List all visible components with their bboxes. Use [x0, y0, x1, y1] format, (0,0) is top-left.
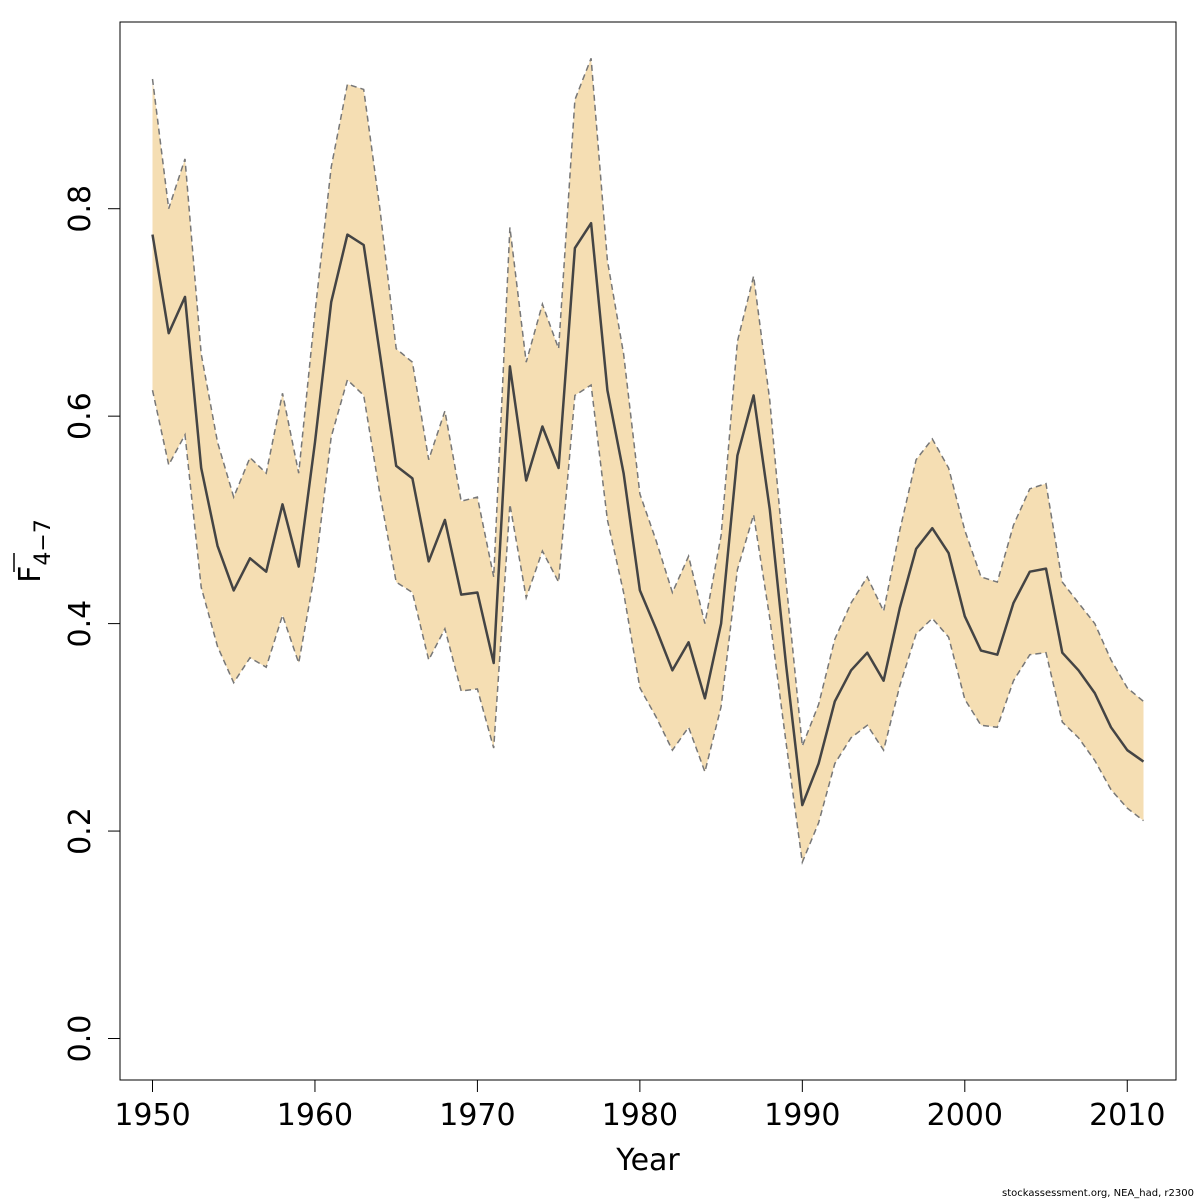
- y-axis-title-subscript: 4−7: [31, 519, 56, 565]
- confidence-band: [152, 58, 1144, 863]
- y-tick-label: 0.4: [63, 600, 98, 648]
- x-tick-label: 1980: [602, 1098, 678, 1133]
- y-tick-label: 0.0: [63, 1015, 98, 1063]
- y-axis: 0.0 0.2 0.4 0.6 0.8: [63, 185, 121, 1063]
- x-tick-label: 1950: [114, 1098, 190, 1133]
- x-axis-title: Year: [615, 1143, 680, 1178]
- x-tick-label: 1990: [764, 1098, 840, 1133]
- svg-text:F4−7: F4−7: [13, 519, 56, 583]
- band-upper-edge: [151, 58, 1144, 747]
- x-tick-label: 2000: [927, 1098, 1003, 1133]
- y-axis-title: F4−7: [13, 519, 56, 583]
- series-line: [151, 221, 1145, 807]
- x-tick-label: 1970: [439, 1098, 515, 1133]
- x-tick-label: 1960: [277, 1098, 353, 1133]
- y-axis-title-main: F: [13, 566, 48, 583]
- y-tick-label: 0.6: [63, 392, 98, 440]
- y-tick-label: 0.8: [63, 185, 98, 233]
- x-axis: 1950 1960 1970 1980 1990 2000 2010: [114, 1079, 1165, 1133]
- confidence-band-layer: [151, 58, 1144, 866]
- footer-source-text: stockassessment.org, NEA_had, r2300: [1002, 1188, 1194, 1199]
- series-line-layer: [151, 221, 1145, 807]
- y-tick-label: 0.2: [63, 807, 98, 855]
- band-lower-edge: [151, 378, 1144, 866]
- x-tick-label: 2010: [1089, 1098, 1165, 1133]
